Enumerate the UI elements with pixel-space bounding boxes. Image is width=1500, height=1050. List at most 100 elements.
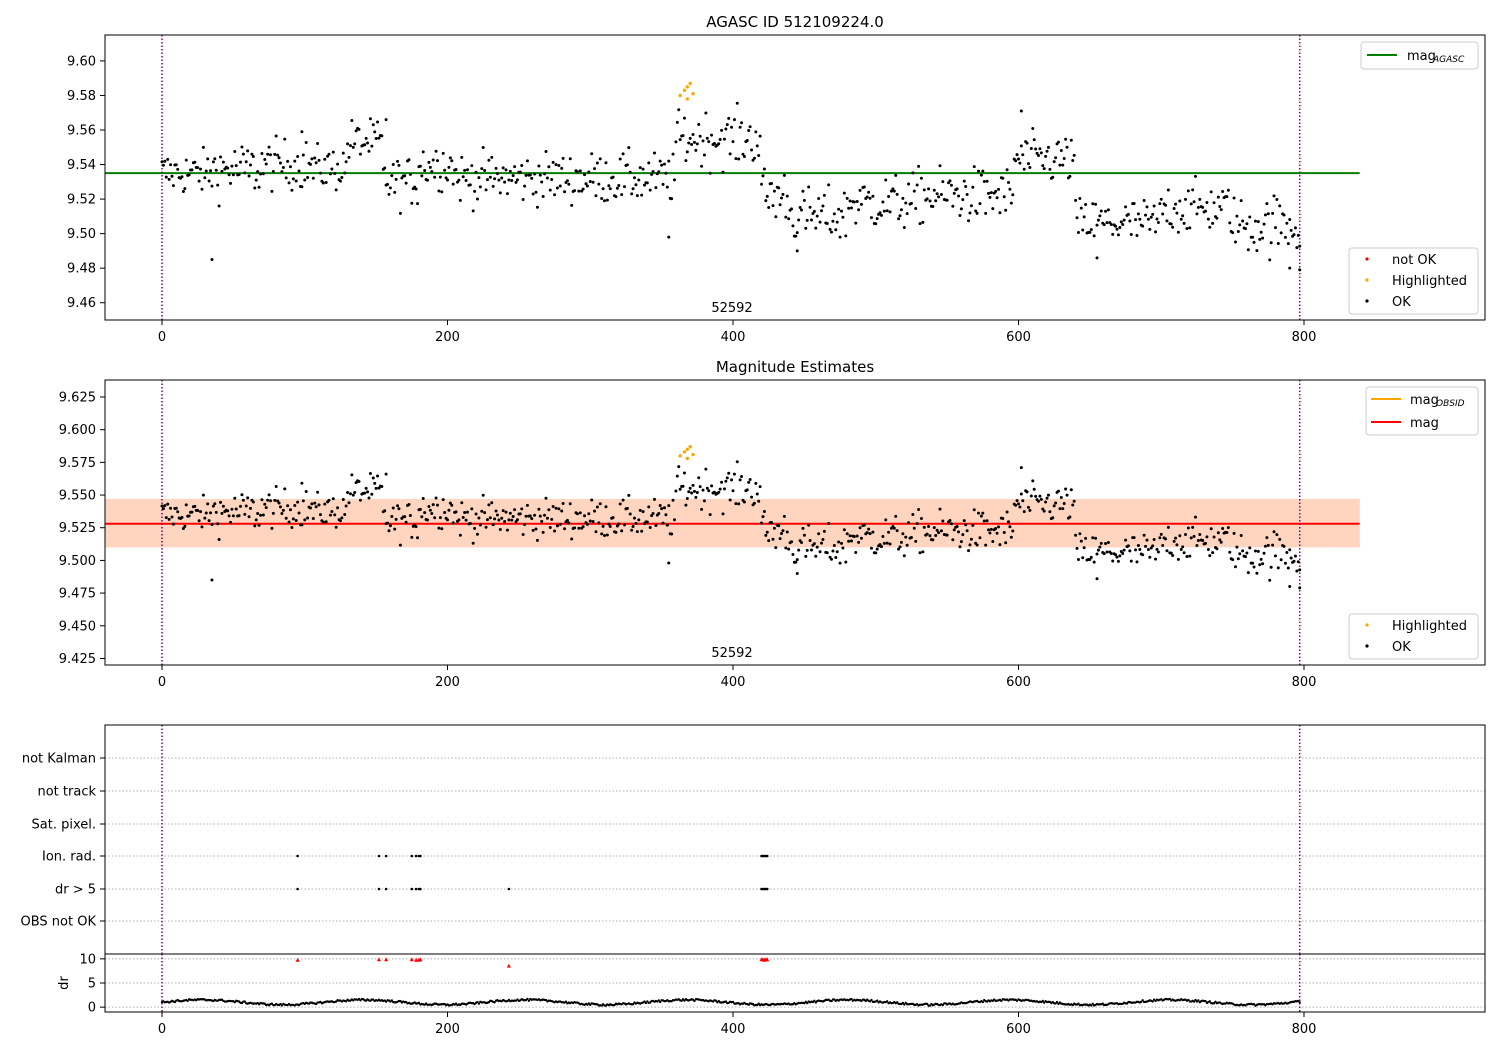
data-point-ok xyxy=(634,521,638,525)
dr-point xyxy=(1141,999,1144,1002)
data-point-ok xyxy=(1031,479,1035,483)
data-point-ok xyxy=(346,490,350,494)
data-point-ok xyxy=(604,161,608,165)
data-point-ok xyxy=(658,159,662,163)
data-point-ok xyxy=(1029,146,1033,150)
data-point-ok xyxy=(454,168,458,172)
data-point-ok xyxy=(1235,545,1239,549)
data-point-ok xyxy=(508,169,512,173)
data-point-ok xyxy=(710,133,714,137)
data-point-ok xyxy=(1184,532,1188,536)
dr-point xyxy=(895,1001,899,1004)
data-point-ok xyxy=(1095,577,1099,581)
data-point-ok xyxy=(854,550,858,554)
data-point-ok xyxy=(951,204,955,208)
data-point-ok xyxy=(253,524,257,528)
data-point-ok xyxy=(1188,226,1192,230)
data-point-ok xyxy=(1021,153,1025,157)
data-point-ok xyxy=(431,158,435,162)
data-point-ok xyxy=(1062,156,1066,160)
data-point-ok xyxy=(471,541,475,545)
data-point-ok xyxy=(598,502,602,506)
x-tick-label: 200 xyxy=(435,1022,460,1037)
data-point-ok xyxy=(1174,202,1178,206)
data-point-ok xyxy=(867,527,871,531)
data-point-ok xyxy=(855,199,859,203)
data-point-ok xyxy=(700,164,704,168)
magnitude-legend-ok: OK xyxy=(1392,640,1411,655)
data-point-ok xyxy=(190,168,194,172)
data-point-ok xyxy=(353,490,357,494)
data-point-ok xyxy=(430,170,434,174)
data-point-ok xyxy=(971,523,975,527)
data-point-ok xyxy=(420,174,424,178)
data-point-ok xyxy=(1015,153,1019,157)
data-point-ok xyxy=(171,184,175,188)
data-point-ok xyxy=(340,516,344,520)
data-point-ok xyxy=(323,157,327,161)
data-point-ok xyxy=(752,156,756,160)
data-point-ok xyxy=(383,166,387,170)
data-point-ok xyxy=(672,518,676,522)
data-point-ok xyxy=(258,172,262,176)
data-point-ok xyxy=(904,201,908,205)
flag-point xyxy=(765,854,769,858)
data-point-ok xyxy=(961,533,965,537)
data-point-ok xyxy=(827,522,831,526)
data-point-ok xyxy=(487,158,491,162)
data-point-ok xyxy=(1184,197,1188,201)
data-point-ok xyxy=(493,517,497,521)
data-point-ok xyxy=(829,557,833,561)
data-point-ok xyxy=(343,513,347,517)
data-point-ok xyxy=(667,159,671,163)
data-point-ok xyxy=(614,195,618,199)
data-point-ok xyxy=(987,191,991,195)
data-point-ok xyxy=(652,497,656,501)
data-point-ok xyxy=(338,179,342,183)
data-point-ok xyxy=(1068,515,1072,519)
data-point-ok xyxy=(1082,215,1086,219)
data-point-ok xyxy=(230,164,234,168)
data-point-highlighted xyxy=(682,450,687,454)
data-point-ok xyxy=(497,518,501,522)
data-point-ok xyxy=(1114,224,1118,228)
data-point-ok xyxy=(525,503,529,507)
data-point-ok xyxy=(1052,160,1056,164)
data-point-ok xyxy=(721,170,725,174)
data-point-ok xyxy=(286,504,290,508)
data-point-ok xyxy=(461,175,465,179)
data-point-ok xyxy=(907,521,911,525)
data-point-ok xyxy=(264,162,268,166)
data-point-ok xyxy=(740,475,744,479)
data-point-ok xyxy=(640,193,644,197)
data-point-ok xyxy=(1002,530,1006,534)
data-point-ok xyxy=(247,515,251,519)
data-point-ok xyxy=(553,529,557,533)
dr-point xyxy=(279,1002,282,1006)
data-point-ok xyxy=(982,519,986,523)
data-point-ok xyxy=(690,143,694,147)
data-point-ok xyxy=(822,193,826,197)
data-point-ok xyxy=(465,168,469,172)
data-point-ok xyxy=(341,151,345,155)
data-point-ok xyxy=(373,481,377,485)
data-point-ok xyxy=(945,533,949,537)
data-point-ok xyxy=(373,130,377,134)
data-point-ok xyxy=(745,138,749,142)
data-point-ok xyxy=(1046,493,1050,497)
data-point-ok xyxy=(949,522,953,526)
data-point-ok xyxy=(898,214,902,218)
data-point-ok xyxy=(214,510,218,514)
data-point-ok xyxy=(544,150,548,154)
data-point-ok xyxy=(614,530,618,534)
data-point-ok xyxy=(741,152,745,156)
flag-point xyxy=(384,854,388,858)
data-point-ok xyxy=(216,522,220,526)
data-point-ok xyxy=(1089,228,1093,232)
data-point-ok xyxy=(284,176,288,180)
data-point-ok xyxy=(230,507,234,511)
data-point-ok xyxy=(791,224,795,228)
x-tick-label: 400 xyxy=(721,1022,746,1037)
data-point-ok xyxy=(1265,536,1269,540)
data-point-ok xyxy=(968,211,972,215)
